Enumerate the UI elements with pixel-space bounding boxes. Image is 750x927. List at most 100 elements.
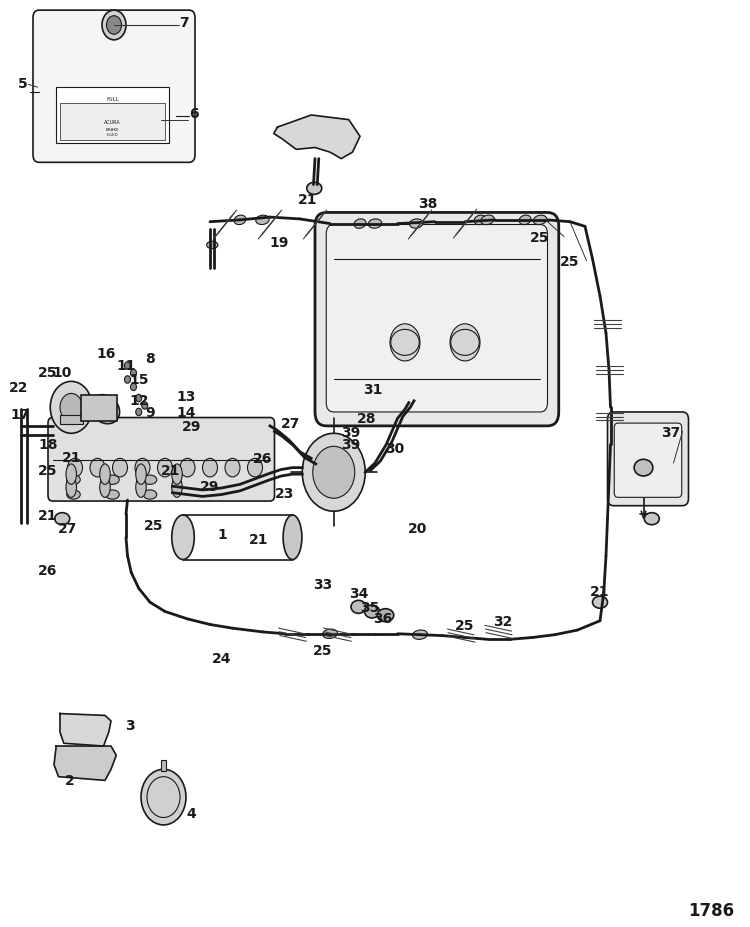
Text: 4: 4 <box>186 806 196 820</box>
Text: 26: 26 <box>253 451 272 466</box>
Text: 23: 23 <box>275 486 295 501</box>
Ellipse shape <box>256 216 269 225</box>
Ellipse shape <box>533 216 547 225</box>
Polygon shape <box>274 116 360 159</box>
Circle shape <box>136 395 142 402</box>
Circle shape <box>302 434 365 512</box>
Circle shape <box>158 459 172 477</box>
Circle shape <box>202 459 217 477</box>
Circle shape <box>142 402 148 410</box>
Text: 30: 30 <box>385 441 404 456</box>
Text: 28: 28 <box>357 412 376 426</box>
Text: 29: 29 <box>182 419 201 434</box>
Ellipse shape <box>67 490 80 500</box>
Text: 29: 29 <box>200 479 220 494</box>
Text: 8: 8 <box>146 351 154 366</box>
Bar <box>81 396 117 422</box>
Text: 5: 5 <box>18 76 27 91</box>
Circle shape <box>68 459 82 477</box>
Text: 18: 18 <box>38 438 58 452</box>
Ellipse shape <box>100 464 110 485</box>
Text: 2: 2 <box>64 773 74 788</box>
FancyBboxPatch shape <box>48 418 274 502</box>
Ellipse shape <box>234 216 246 225</box>
Bar <box>60 104 165 141</box>
Text: 25: 25 <box>38 464 57 478</box>
Text: 21: 21 <box>161 464 181 478</box>
Circle shape <box>106 17 122 35</box>
Ellipse shape <box>67 476 80 485</box>
Circle shape <box>180 459 195 477</box>
Circle shape <box>141 769 186 825</box>
Text: 7: 7 <box>179 16 188 31</box>
Ellipse shape <box>172 515 194 560</box>
Ellipse shape <box>143 476 157 485</box>
Text: 34: 34 <box>349 586 368 601</box>
Ellipse shape <box>143 490 157 500</box>
Text: BRAKE: BRAKE <box>106 128 119 132</box>
Text: 36: 36 <box>373 611 392 626</box>
Circle shape <box>130 384 136 391</box>
Text: 38: 38 <box>418 197 437 211</box>
Text: 13: 13 <box>176 389 196 404</box>
Circle shape <box>313 447 355 499</box>
Text: 25: 25 <box>38 365 57 380</box>
Text: 10: 10 <box>53 365 72 380</box>
Circle shape <box>124 362 130 370</box>
Text: 37: 37 <box>662 425 681 440</box>
Text: 35: 35 <box>360 600 380 615</box>
Text: FULL: FULL <box>106 96 119 102</box>
Text: 19: 19 <box>269 235 289 250</box>
Text: 16: 16 <box>97 346 116 361</box>
FancyBboxPatch shape <box>33 11 195 163</box>
Text: ACURA: ACURA <box>104 120 121 125</box>
Text: 14: 14 <box>176 405 196 420</box>
Bar <box>161 760 166 771</box>
Ellipse shape <box>100 477 110 498</box>
Ellipse shape <box>172 464 182 485</box>
Circle shape <box>90 459 105 477</box>
Ellipse shape <box>91 395 119 425</box>
Circle shape <box>390 324 420 362</box>
Ellipse shape <box>66 464 76 485</box>
Text: 15: 15 <box>129 373 149 387</box>
Ellipse shape <box>206 242 218 249</box>
Text: 1: 1 <box>217 527 226 541</box>
Polygon shape <box>60 714 111 746</box>
Text: 25: 25 <box>560 254 580 269</box>
FancyBboxPatch shape <box>608 413 688 506</box>
Ellipse shape <box>634 460 652 476</box>
Text: 1786: 1786 <box>688 901 734 920</box>
Text: 25: 25 <box>313 643 332 658</box>
Text: 32: 32 <box>493 614 512 629</box>
Ellipse shape <box>354 220 366 229</box>
Text: 12: 12 <box>129 393 149 408</box>
Ellipse shape <box>377 609 394 622</box>
Ellipse shape <box>481 216 494 225</box>
Text: 27: 27 <box>281 416 301 431</box>
Polygon shape <box>54 746 116 781</box>
Circle shape <box>50 382 92 434</box>
Text: 25: 25 <box>144 518 164 533</box>
Text: 17: 17 <box>10 407 30 422</box>
Ellipse shape <box>519 216 531 225</box>
FancyBboxPatch shape <box>315 213 559 426</box>
Text: 39: 39 <box>341 438 361 452</box>
Text: FLUID: FLUID <box>106 133 118 137</box>
Ellipse shape <box>106 476 119 485</box>
Text: 26: 26 <box>38 563 58 578</box>
Ellipse shape <box>136 464 146 485</box>
FancyBboxPatch shape <box>326 225 548 413</box>
Ellipse shape <box>55 514 70 525</box>
Text: 33: 33 <box>313 577 332 591</box>
Bar <box>60 415 82 425</box>
Ellipse shape <box>592 597 608 608</box>
Text: 24: 24 <box>211 651 231 666</box>
Ellipse shape <box>307 183 322 195</box>
Circle shape <box>248 459 262 477</box>
Text: 31: 31 <box>363 382 382 397</box>
FancyBboxPatch shape <box>614 424 682 498</box>
Circle shape <box>225 459 240 477</box>
Ellipse shape <box>364 605 380 618</box>
Ellipse shape <box>172 477 182 498</box>
